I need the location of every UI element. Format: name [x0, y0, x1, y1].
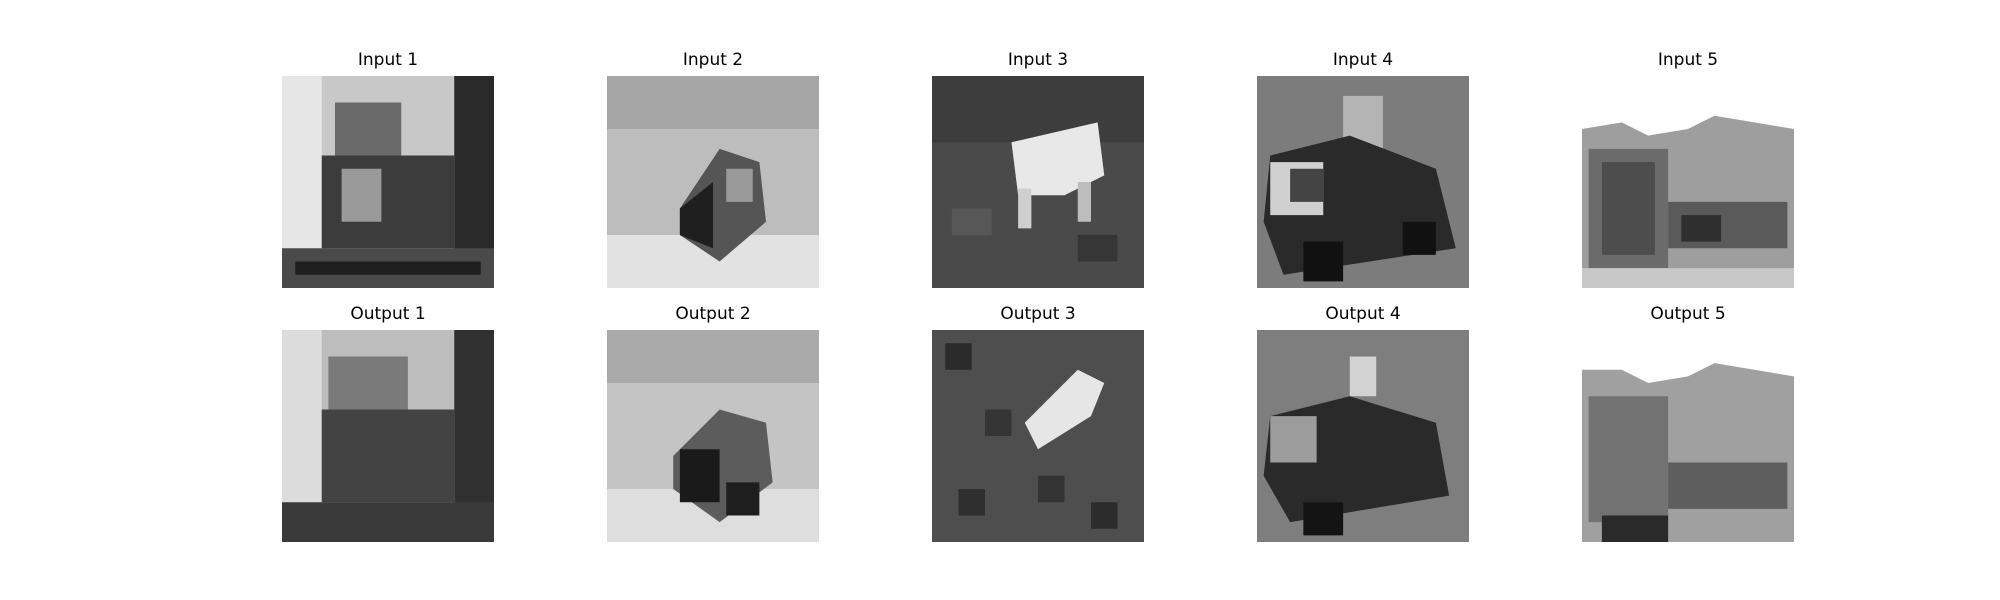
image-output-4 [1257, 330, 1469, 542]
image-input-3 [932, 76, 1144, 288]
image-input-5 [1582, 76, 1794, 288]
panel-title: Output 1 [350, 304, 426, 324]
panel-title: Output 4 [1325, 304, 1401, 324]
panel-title: Input 5 [1657, 50, 1719, 70]
panel-title: Input 1 [357, 50, 419, 70]
image-output-3 [932, 330, 1144, 542]
panel-title: Input 3 [1007, 50, 1069, 70]
image-input-4 [1257, 76, 1469, 288]
image-output-1 [282, 330, 494, 542]
panel-title: Output 5 [1650, 304, 1726, 324]
panel-title: Input 4 [1332, 50, 1394, 70]
panel-title: Output 3 [1000, 304, 1076, 324]
image-input-2 [607, 76, 819, 288]
image-output-5 [1582, 330, 1794, 542]
panel-title: Input 2 [682, 50, 744, 70]
panel-title: Output 2 [675, 304, 751, 324]
image-input-1 [282, 76, 494, 288]
image-output-2 [607, 330, 819, 542]
